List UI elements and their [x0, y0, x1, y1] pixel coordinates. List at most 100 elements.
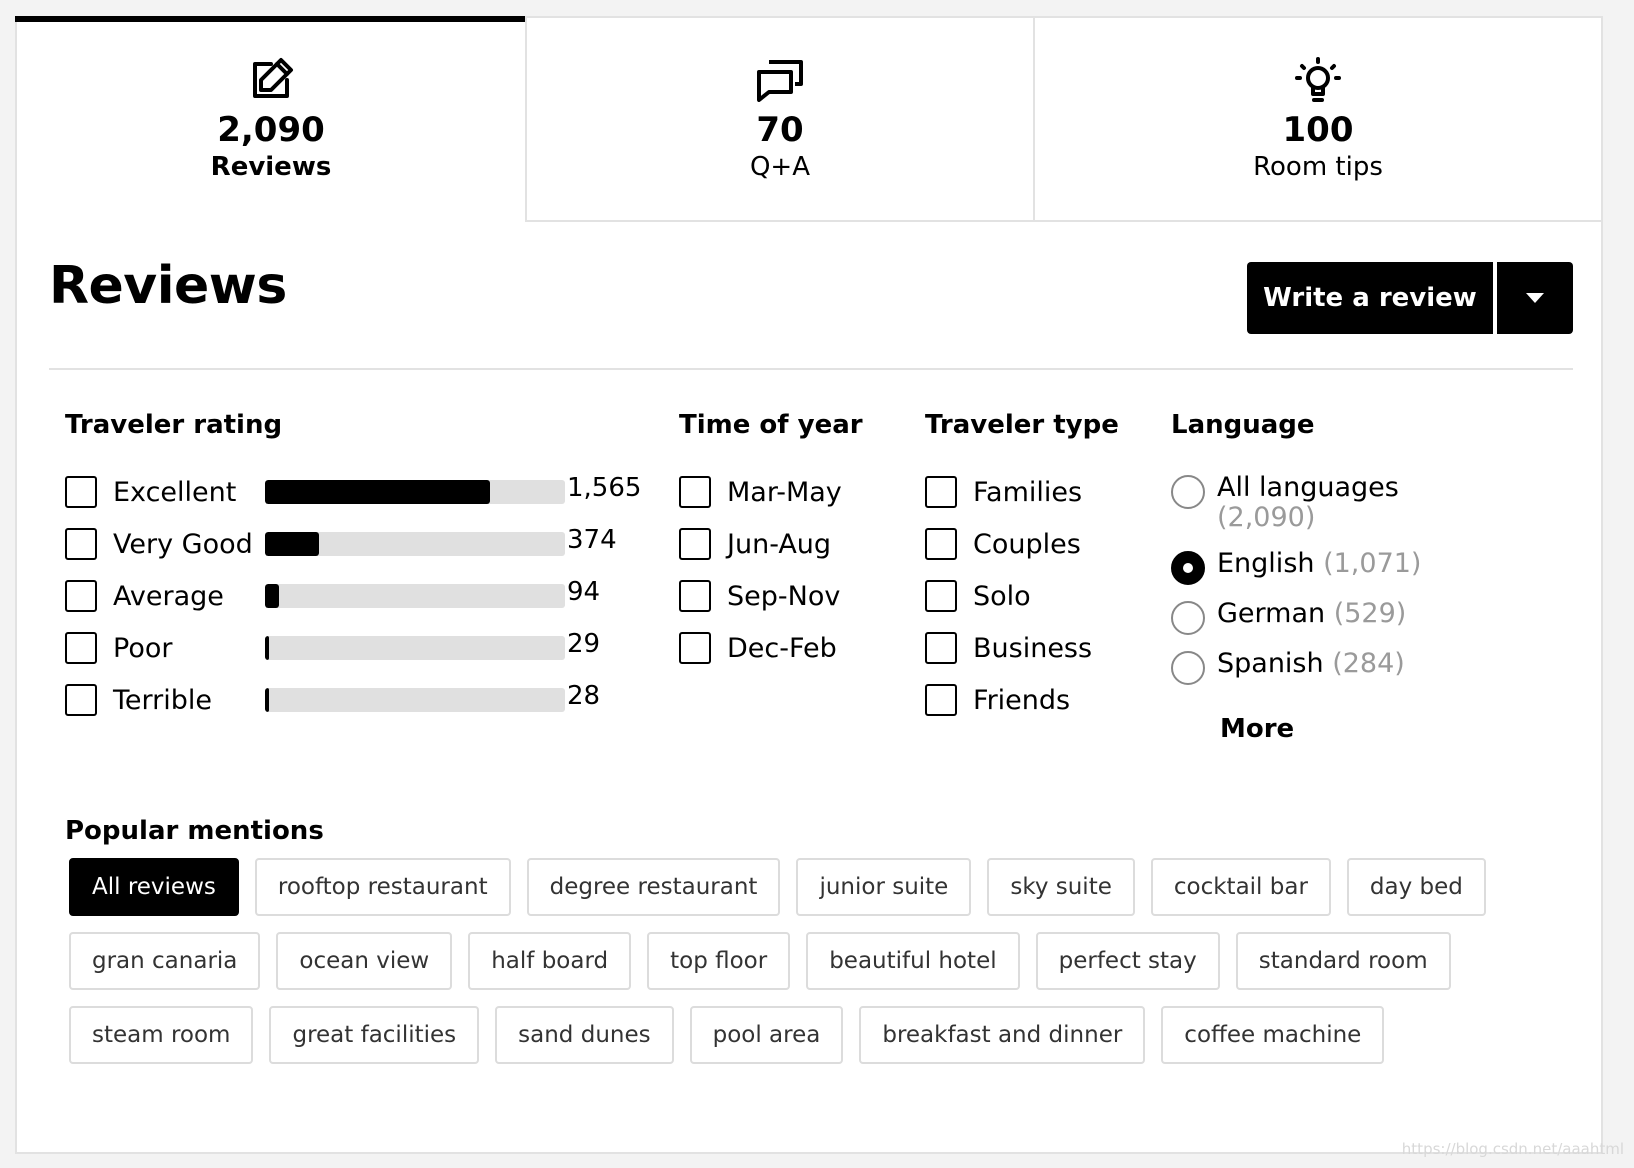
language-option-text: All languages (2,090) — [1217, 473, 1399, 533]
mention-chip[interactable]: ocean view — [276, 932, 453, 990]
rating-bar — [265, 532, 565, 556]
mentions-row: steam room great facilities sand dunes p… — [69, 1006, 1385, 1064]
rating-label: Poor — [113, 632, 173, 664]
rating-filter-terrible[interactable]: Terrible — [65, 680, 212, 720]
tab-label: Reviews — [210, 152, 332, 182]
type-label: Solo — [973, 580, 1031, 612]
language-option-text: German (529) — [1217, 599, 1406, 629]
tab-qa[interactable]: 70 Q+A — [525, 18, 1033, 222]
lightbulb-icon — [1292, 54, 1344, 106]
caret-down-icon — [1526, 293, 1544, 303]
tab-room-tips[interactable]: 100 Room tips — [1033, 18, 1601, 222]
season-label: Dec-Feb — [727, 632, 837, 664]
season-label: Mar-May — [727, 476, 842, 508]
rating-count: 1,565 — [567, 473, 642, 503]
checkbox[interactable] — [679, 632, 711, 664]
rating-bar-fill — [265, 532, 319, 556]
rating-filter-very-good[interactable]: Very Good — [65, 524, 253, 564]
season-filter-mar-may[interactable]: Mar-May — [679, 472, 842, 512]
language-option-spanish[interactable]: Spanish (284) — [1171, 649, 1405, 685]
checkbox[interactable] — [65, 632, 97, 664]
language-option-text: Spanish (284) — [1217, 649, 1405, 679]
checkbox[interactable] — [679, 528, 711, 560]
mention-chip[interactable]: coffee machine — [1161, 1006, 1385, 1064]
rating-filter-poor[interactable]: Poor — [65, 628, 172, 668]
mention-chip[interactable]: gran canaria — [69, 932, 261, 990]
radio-button[interactable] — [1171, 651, 1205, 685]
checkbox[interactable] — [65, 476, 97, 508]
language-count: (284) — [1332, 648, 1405, 679]
write-review-button[interactable]: Write a review — [1247, 262, 1493, 334]
more-languages-link[interactable]: More — [1220, 714, 1295, 744]
rating-filter-excellent[interactable]: Excellent — [65, 472, 236, 512]
language-label: English — [1217, 548, 1315, 579]
rating-label: Terrible — [113, 684, 212, 716]
reviews-panel: 2,090 Reviews 70 Q+A 100 — [15, 16, 1603, 1154]
mention-chip[interactable]: day bed — [1346, 858, 1486, 916]
season-filter-dec-feb[interactable]: Dec-Feb — [679, 628, 837, 668]
type-filter-solo[interactable]: Solo — [925, 576, 1031, 616]
traveler-type-title: Traveler type — [925, 410, 1119, 440]
language-option-english[interactable]: English (1,071) — [1171, 549, 1421, 585]
mention-chip[interactable]: half board — [468, 932, 632, 990]
edit-icon — [245, 54, 297, 106]
tab-reviews[interactable]: 2,090 Reviews — [15, 16, 525, 222]
rating-label: Average — [113, 580, 224, 612]
rating-count: 374 — [567, 525, 617, 555]
checkbox[interactable] — [65, 580, 97, 612]
mention-chip[interactable]: pool area — [689, 1006, 844, 1064]
checkbox[interactable] — [925, 476, 957, 508]
type-filter-business[interactable]: Business — [925, 628, 1092, 668]
checkbox[interactable] — [65, 528, 97, 560]
rating-bar — [265, 636, 565, 660]
checkbox[interactable] — [679, 476, 711, 508]
type-filter-families[interactable]: Families — [925, 472, 1082, 512]
checkbox[interactable] — [925, 580, 957, 612]
language-option-german[interactable]: German (529) — [1171, 599, 1406, 635]
mention-chip[interactable]: rooftop restaurant — [254, 858, 511, 916]
season-label: Jun-Aug — [727, 528, 832, 560]
radio-button[interactable] — [1171, 551, 1205, 585]
page-title: Reviews — [49, 256, 287, 316]
tab-label: Q+A — [749, 152, 811, 182]
checkbox[interactable] — [65, 684, 97, 716]
checkbox[interactable] — [925, 528, 957, 560]
language-label: Spanish — [1217, 648, 1324, 679]
checkbox[interactable] — [679, 580, 711, 612]
mention-chip[interactable]: sky suite — [987, 858, 1135, 916]
type-label: Couples — [973, 528, 1081, 560]
mention-chip[interactable]: beautiful hotel — [806, 932, 1020, 990]
tab-label: Room tips — [1253, 152, 1383, 182]
radio-button[interactable] — [1171, 601, 1205, 635]
mention-chip[interactable]: junior suite — [796, 858, 972, 916]
type-filter-friends[interactable]: Friends — [925, 680, 1070, 720]
mention-chip[interactable]: sand dunes — [495, 1006, 674, 1064]
mention-chip[interactable]: breakfast and dinner — [859, 1006, 1146, 1064]
mention-chip[interactable]: standard room — [1235, 932, 1451, 990]
mention-chip[interactable]: degree restaurant — [526, 858, 781, 916]
tab-count: 100 — [1282, 110, 1354, 150]
tab-count: 70 — [756, 110, 804, 150]
type-label: Families — [973, 476, 1083, 508]
rating-count: 29 — [567, 629, 601, 659]
type-filter-couples[interactable]: Couples — [925, 524, 1081, 564]
checkbox[interactable] — [925, 632, 957, 664]
mention-chip[interactable]: top floor — [647, 932, 791, 990]
mention-chip[interactable]: steam room — [69, 1006, 254, 1064]
mention-chip[interactable]: perfect stay — [1035, 932, 1220, 990]
rating-label: Excellent — [113, 476, 237, 508]
checkbox[interactable] — [925, 684, 957, 716]
language-option-all[interactable]: All languages (2,090) — [1171, 473, 1399, 533]
rating-filter-average[interactable]: Average — [65, 576, 224, 616]
mention-chip[interactable]: cocktail bar — [1150, 858, 1331, 916]
mention-chip-all-reviews[interactable]: All reviews — [69, 858, 239, 916]
radio-button[interactable] — [1171, 475, 1205, 509]
mentions-row: All reviews rooftop restaurant degree re… — [69, 858, 1486, 916]
mentions-row: gran canaria ocean view half board top f… — [69, 932, 1451, 990]
season-label: Sep-Nov — [727, 580, 841, 612]
mention-chip[interactable]: great facilities — [269, 1006, 480, 1064]
season-filter-jun-aug[interactable]: Jun-Aug — [679, 524, 831, 564]
season-filter-sep-nov[interactable]: Sep-Nov — [679, 576, 840, 616]
rating-bar — [265, 688, 565, 712]
write-review-dropdown-button[interactable] — [1497, 262, 1573, 334]
